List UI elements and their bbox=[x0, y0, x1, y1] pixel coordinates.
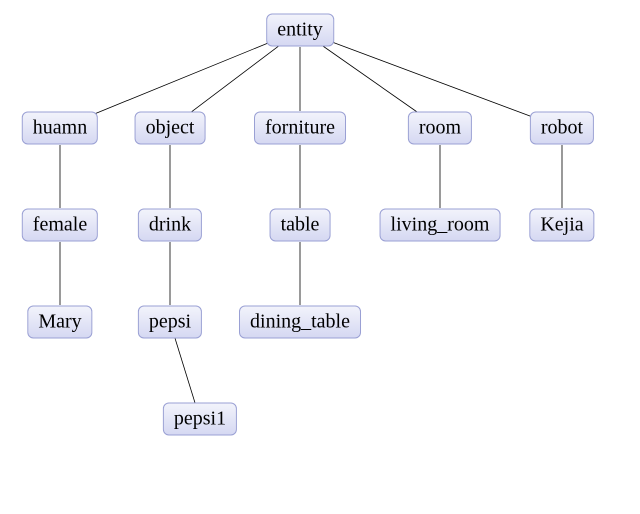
node-label: huamn bbox=[33, 117, 87, 139]
node-label: entity bbox=[277, 19, 323, 41]
node-robot: robot bbox=[530, 112, 594, 145]
node-object: object bbox=[135, 112, 206, 145]
node-female: female bbox=[22, 209, 98, 242]
edge bbox=[76, 36, 285, 121]
node-drink: drink bbox=[138, 209, 202, 242]
node-pepsi: pepsi bbox=[138, 306, 202, 339]
node-label: dining_table bbox=[250, 311, 350, 333]
node-pepsi1: pepsi1 bbox=[163, 403, 237, 436]
node-forniture: forniture bbox=[254, 112, 346, 145]
node-dining_table: dining_table bbox=[239, 306, 361, 339]
node-label: living_room bbox=[391, 214, 490, 236]
tree-diagram: entity huamn object forniture room robot femal… bbox=[0, 0, 640, 514]
edge bbox=[316, 36, 546, 122]
node-label: pepsi1 bbox=[174, 408, 226, 430]
edge bbox=[184, 40, 287, 118]
node-table: table bbox=[270, 209, 331, 242]
edge bbox=[314, 40, 426, 119]
edge bbox=[175, 338, 195, 403]
node-label: robot bbox=[541, 117, 583, 139]
node-label: Kejia bbox=[540, 214, 583, 236]
node-entity: entity bbox=[266, 14, 334, 47]
node-label: Mary bbox=[38, 311, 81, 333]
node-label: drink bbox=[149, 214, 191, 236]
node-living_room: living_room bbox=[380, 209, 501, 242]
node-label: object bbox=[146, 117, 195, 139]
node-huamn: huamn bbox=[22, 112, 98, 145]
node-kejia: Kejia bbox=[529, 209, 594, 242]
node-label: forniture bbox=[265, 117, 335, 139]
node-label: female bbox=[33, 214, 87, 236]
node-label: room bbox=[419, 117, 461, 139]
edge-layer bbox=[0, 0, 640, 514]
node-label: pepsi bbox=[149, 311, 191, 333]
node-room: room bbox=[408, 112, 472, 145]
node-label: table bbox=[281, 214, 320, 236]
node-mary: Mary bbox=[27, 306, 92, 339]
